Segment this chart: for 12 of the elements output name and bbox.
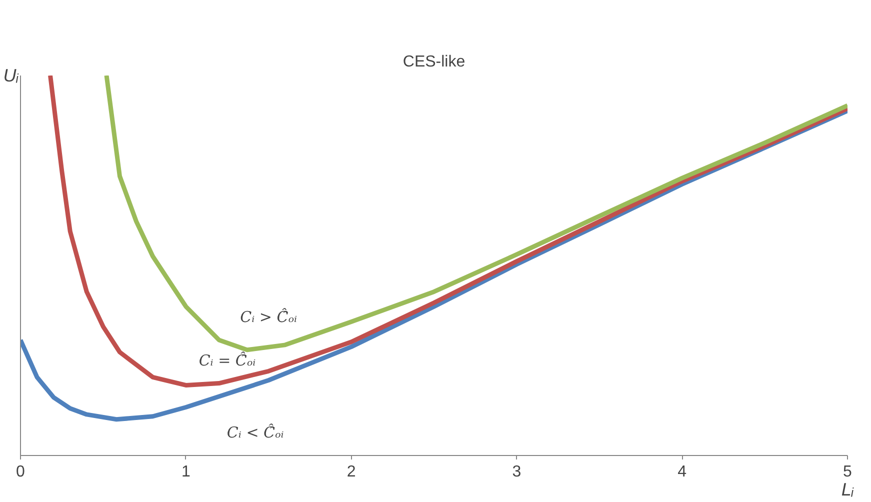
x-axis-title: Lᵢ: [841, 480, 854, 500]
x-tick-label: 5: [843, 464, 852, 480]
annotation: Cᵢ > Ĉ̂ₒᵢ: [240, 308, 298, 326]
chart-title: CES-like: [402, 54, 466, 70]
x-tick-label: 2: [346, 464, 356, 480]
annotation: Cᵢ = Ĉ̂ₒᵢ: [198, 352, 256, 370]
x-tick-label: 0: [16, 464, 26, 480]
y-axis-title: Uᵢ: [3, 66, 20, 86]
x-tick-label: 1: [181, 464, 190, 480]
annotation: Cᵢ < Ĉ̂ₒᵢ: [226, 424, 284, 442]
x-tick-label: 4: [678, 464, 687, 480]
x-tick-label: 3: [512, 464, 522, 480]
